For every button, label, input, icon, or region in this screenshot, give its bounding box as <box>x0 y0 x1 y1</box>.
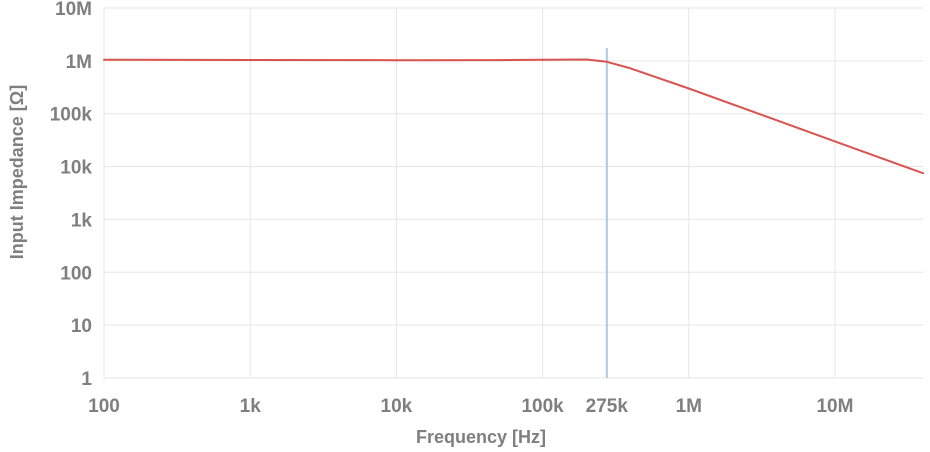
x-tick-label: 10M <box>816 396 853 417</box>
data-point <box>922 172 924 175</box>
x-tick-label: 100 <box>88 396 120 417</box>
data-point <box>249 59 252 61</box>
x-tick-label: 1k <box>240 396 262 417</box>
data-point <box>834 140 836 143</box>
series-line <box>103 58 924 175</box>
data-point <box>103 58 105 61</box>
data-point <box>757 112 760 115</box>
y-tick-label: 10k <box>60 158 92 179</box>
x-tick-label: 275k <box>586 396 629 417</box>
x-tick-label: 100k <box>521 396 564 417</box>
data-point <box>541 58 544 61</box>
y-tick-label: 10 <box>71 316 92 337</box>
y-tick-label: 100 <box>60 263 92 284</box>
y-tick-label: 1 <box>81 369 92 390</box>
y-tick-label: 10M <box>55 0 92 20</box>
x-tick-labels: 100 1k 10k 100k 275k 1M 10M <box>88 396 853 417</box>
y-tick-labels: 1 10 100 1k 10k 100k 1M 10M <box>50 0 93 390</box>
data-point <box>395 59 398 62</box>
y-axis-title: Input Impedance [Ω] <box>7 85 27 259</box>
x-axis-title: Frequency [Hz] <box>416 427 546 447</box>
data-point <box>497 59 500 61</box>
data-point <box>605 60 608 63</box>
y-tick-label: 1M <box>66 52 92 73</box>
series-layer <box>103 58 924 175</box>
y-tick-label: 1k <box>71 210 93 231</box>
x-tick-label: 1M <box>676 396 702 417</box>
data-point <box>687 87 690 90</box>
grid-lines <box>103 7 923 379</box>
data-point <box>629 67 632 70</box>
data-point <box>585 58 588 61</box>
y-tick-label: 100k <box>50 105 93 126</box>
x-tick-label: 10k <box>381 396 413 417</box>
